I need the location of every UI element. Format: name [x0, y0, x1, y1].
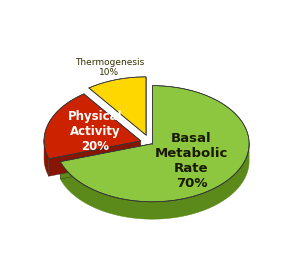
- Polygon shape: [44, 94, 141, 159]
- Polygon shape: [44, 140, 49, 176]
- Text: Thermogenesis
10%: Thermogenesis 10%: [75, 58, 144, 77]
- Polygon shape: [49, 141, 141, 176]
- Text: Physical
Activity
20%: Physical Activity 20%: [68, 110, 122, 153]
- Text: Basal
Metabolic
Rate
70%: Basal Metabolic Rate 70%: [155, 132, 228, 190]
- Polygon shape: [60, 86, 249, 202]
- Polygon shape: [60, 144, 152, 179]
- Polygon shape: [89, 77, 146, 135]
- Polygon shape: [60, 143, 249, 219]
